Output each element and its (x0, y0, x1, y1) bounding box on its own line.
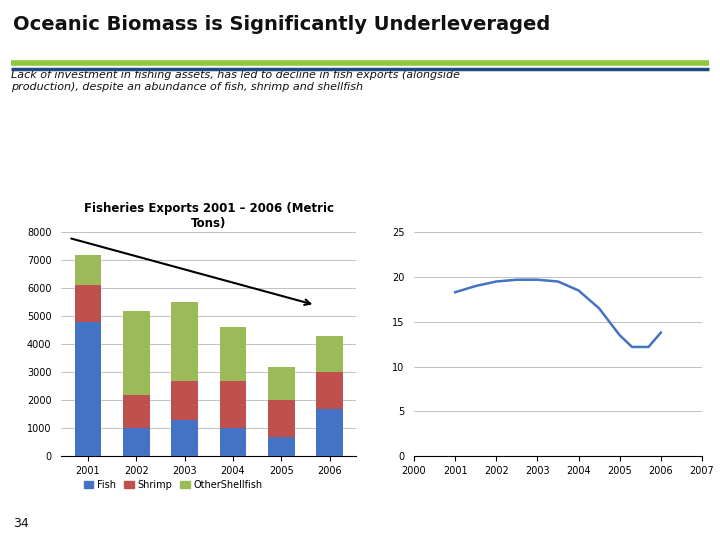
Bar (123, 395, 150, 428)
Legend: Fish, Shrimp, OtherShellfish: Fish, Shrimp, OtherShellfish (80, 476, 267, 494)
Text: 34: 34 (13, 517, 29, 530)
Bar (75, 286, 102, 322)
Bar (316, 336, 343, 372)
Bar (75, 255, 102, 286)
Bar (268, 367, 294, 400)
Title: Fisheries Exports 2001 – 2006 (Metric
Tons): Fisheries Exports 2001 – 2006 (Metric To… (84, 201, 334, 229)
Bar (75, 322, 102, 456)
Bar (268, 400, 294, 437)
Bar (123, 310, 150, 395)
Bar (171, 302, 198, 381)
Text: Oceanic Biomass is Significantly Underleveraged: Oceanic Biomass is Significantly Underle… (13, 15, 550, 34)
Bar (220, 381, 246, 428)
Bar (268, 437, 294, 456)
Text: Fisheries Exports ($ MMs)
2001 to 2006: Fisheries Exports ($ MMs) 2001 to 2006 (452, 197, 624, 225)
Text: Fisheries Exports ($ MMs)
2001 to 2006: Fisheries Exports ($ MMs) 2001 to 2006 (107, 197, 279, 225)
Bar (171, 381, 198, 420)
Bar (220, 327, 246, 381)
Text: Lack of investment in fishing assets, has led to decline in fish exports (alongs: Lack of investment in fishing assets, ha… (11, 70, 460, 92)
Bar (316, 372, 343, 409)
Bar (316, 409, 343, 456)
Bar (220, 428, 246, 456)
Bar (123, 428, 150, 456)
Bar (171, 420, 198, 456)
